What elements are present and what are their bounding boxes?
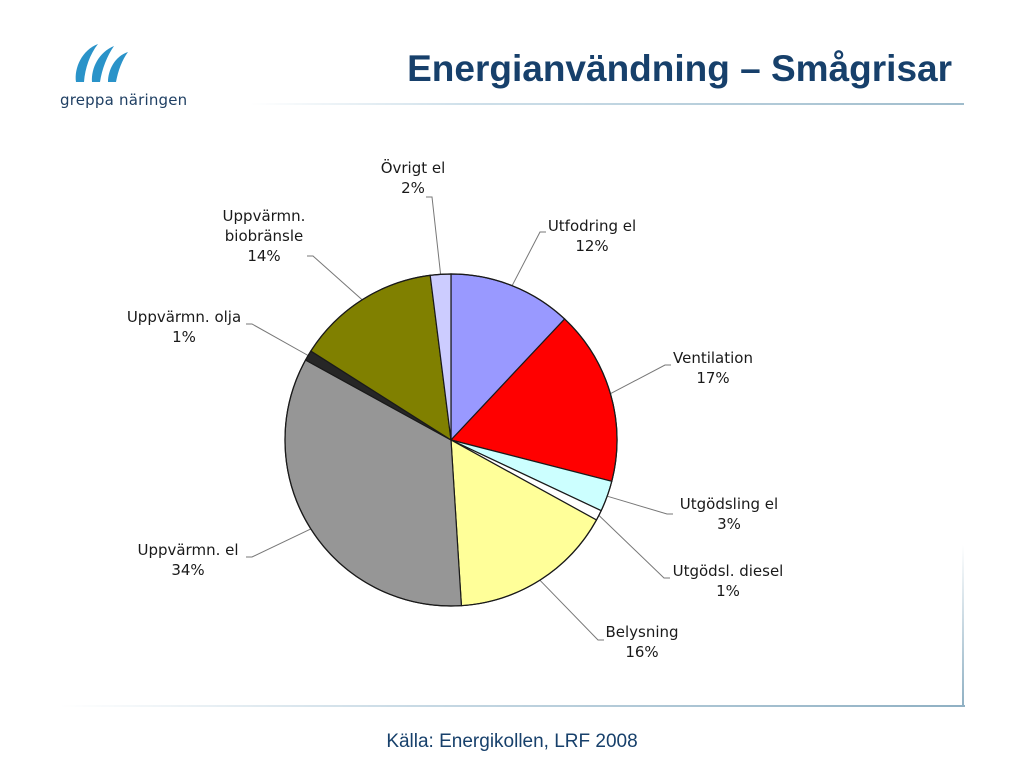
slice-name-ovrigt-el: Övrigt el	[381, 158, 446, 177]
slice-label-utgodsling-el: Utgödsling el 3%	[680, 495, 778, 533]
slice-value-uppvarmn-el: 34%	[171, 561, 204, 579]
slice-label-utfodring-el: Utfodring el 12%	[548, 217, 636, 255]
leader-line-uppvarmn-biobransle	[307, 255, 363, 301]
slice-value-utgodsling-el: 3%	[717, 515, 741, 533]
slice-name-ventilation: Ventilation	[673, 349, 753, 367]
slice-label-ventilation: Ventilation 17%	[673, 349, 753, 387]
slice-name-uppvarmn-olja: Uppvärmn. olja	[127, 308, 241, 326]
slice-value-uppvarmn-biobransle: 14%	[247, 247, 280, 265]
leader-line-ovrigt-el	[426, 196, 442, 275]
pie-chart: Utfodring el 12% Ventilation 17% Utgödsling …	[127, 158, 784, 661]
slice-label-ovrigt-el: Övrigt el 2%	[381, 158, 446, 197]
page-title: Energianvändning – Smågrisar	[407, 48, 952, 89]
leader-line-belysning	[539, 579, 604, 641]
leader-line-utfodring-el	[511, 231, 546, 286]
leader-line-uppvarmn-el	[246, 528, 312, 558]
slice-name-uppvarmn-biobransle: biobränsle	[225, 227, 303, 245]
slice-label-belysning: Belysning 16%	[605, 623, 678, 661]
slice-value-belysning: 16%	[625, 643, 658, 661]
slice-name-utgodsling-el: Utgödsling el	[680, 495, 778, 513]
slice-label-uppvarmn-olja: Uppvärmn. olja 1%	[127, 308, 241, 346]
title-divider	[250, 103, 964, 105]
leader-line-ventilation	[610, 364, 671, 395]
slice-name-belysning: Belysning	[605, 623, 678, 641]
logo-swoosh-icon	[75, 44, 128, 82]
slice-label-uppvarmn-biobransle: Uppvärmn. biobränsle 14%	[223, 207, 306, 265]
slice-label-uppvarmn-el: Uppvärmn. el 34%	[137, 541, 238, 579]
slice-name-uppvarmn-biobransle: Uppvärmn.	[223, 207, 306, 225]
leader-line-utgodsl-diesel	[598, 515, 670, 579]
slice-value-uppvarmn-olja: 1%	[172, 328, 196, 346]
slice-name-utfodring-el: Utfodring el	[548, 217, 636, 235]
slice-name-uppvarmn-el: Uppvärmn. el	[137, 541, 238, 559]
pie-outline	[284, 273, 618, 607]
slice-name-utgodsl-diesel: Utgödsl. diesel	[673, 562, 784, 580]
greppa-naringen-logo: greppa näringen	[54, 38, 204, 118]
right-divider	[962, 545, 964, 707]
source-note: Källa: Energikollen, LRF 2008	[386, 731, 638, 752]
slice-value-ovrigt-el: 2%	[401, 179, 425, 197]
leader-line-utgodsling-el	[607, 495, 673, 515]
slice-value-utgodsl-diesel: 1%	[716, 582, 740, 600]
leader-line-uppvarmn-olja	[246, 323, 309, 356]
slice-label-utgodsl-diesel: Utgödsl. diesel 1%	[673, 562, 784, 600]
logo-text: greppa näringen	[60, 91, 188, 109]
slice-value-ventilation: 17%	[696, 369, 729, 387]
bottom-divider	[60, 705, 965, 707]
slice-value-utfodring-el: 12%	[575, 237, 608, 255]
